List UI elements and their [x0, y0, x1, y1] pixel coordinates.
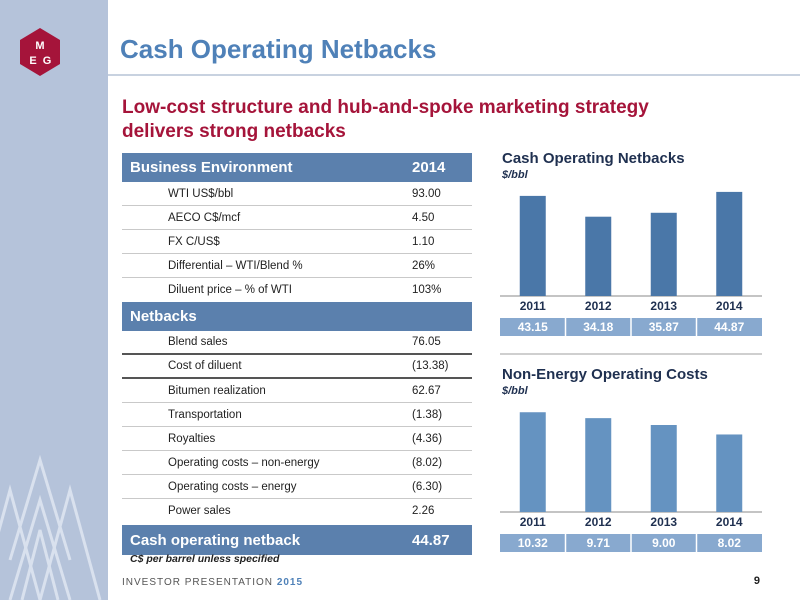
netbacks-header: Netbacks: [122, 302, 472, 331]
x-tick-label: 2012: [585, 299, 612, 313]
row-label: FX C/US$: [168, 235, 220, 248]
table-row: Differential – WTI/Blend % 26%: [122, 254, 472, 278]
row-label: Cost of diluent: [168, 360, 242, 372]
data-label: 9.71: [587, 536, 611, 550]
data-label: 10.32: [518, 536, 548, 550]
svg-text:M: M: [35, 40, 44, 52]
x-tick-label: 2011: [520, 299, 546, 313]
bar-2013: [650, 425, 677, 512]
row-label: Differential – WTI/Blend %: [168, 259, 303, 272]
table-row: FX C/US$ 1.10: [122, 230, 472, 254]
chart-unit: $/bbl: [502, 385, 528, 397]
table-row: Diluent price – % of WTI 103%: [122, 278, 472, 302]
data-label: 35.87: [649, 320, 679, 334]
bar-2013: [650, 212, 677, 296]
bar-2014: [716, 434, 743, 512]
bar-2014: [716, 191, 743, 296]
sidebar-band: [0, 0, 108, 600]
x-tick-label: 2011: [520, 515, 546, 529]
table-row: Bitumen realization 62.67: [122, 379, 472, 403]
total-row: Cash operating netback 44.87: [122, 525, 472, 555]
non-energy-costs-chart: 2011 10.32 2012 9.71 2013 9.00 2014 8.02: [500, 412, 762, 552]
x-tick-label: 2013: [650, 515, 677, 529]
page-number: 9: [753, 575, 760, 587]
bar-2011: [519, 412, 546, 512]
x-tick-label: 2014: [716, 515, 743, 529]
chart-title: Non-Energy Operating Costs: [502, 366, 708, 383]
svg-text:E: E: [29, 55, 36, 67]
row-label: AECO C$/mcf: [168, 211, 241, 224]
data-label: 44.87: [714, 320, 744, 334]
table-row: Power sales 2.26: [122, 499, 472, 523]
footer-year: 2015: [276, 577, 304, 588]
svg-text:G: G: [43, 55, 52, 67]
chart-title: Cash Operating Netbacks: [502, 150, 685, 167]
table-row: Transportation (1.38): [122, 403, 472, 427]
row-value: 62.67: [412, 384, 441, 397]
footer-text: INVESTOR PRESENTATION: [122, 577, 274, 588]
chart-unit: $/bbl: [502, 169, 528, 181]
section-title: Business Environment: [130, 159, 293, 176]
footer-label: INVESTOR PRESENTATION 2015: [122, 577, 303, 588]
row-label: Diluent price – % of WTI: [168, 284, 292, 296]
subtitle-line-2: delivers strong netbacks: [122, 121, 346, 142]
row-label: Royalties: [168, 432, 216, 445]
title-divider: [108, 74, 800, 76]
row-value: (13.38): [412, 360, 449, 372]
row-value: (1.38): [412, 408, 443, 421]
table-footnote: C$ per barrel unless specified: [130, 553, 280, 565]
row-value: (4.36): [412, 432, 443, 445]
row-label: Operating costs – energy: [168, 480, 297, 493]
x-tick-label: 2012: [585, 515, 612, 529]
row-value: (6.30): [412, 480, 443, 493]
table-row: Cost of diluent (13.38): [122, 355, 472, 379]
row-label: Operating costs – non-energy: [168, 456, 320, 469]
total-value: 44.87: [412, 531, 450, 549]
page-subtitle: Low-cost structure and hub-and-spoke mar…: [122, 96, 682, 144]
bar-2011: [519, 195, 546, 296]
row-value: 93.00: [412, 187, 441, 200]
bar-2012: [585, 418, 612, 512]
row-label: Transportation: [168, 408, 242, 421]
chart-divider: [500, 353, 762, 355]
netback-table: Business Environment 2014 WTI US$/bbl 93…: [122, 153, 472, 555]
row-value: 2.26: [412, 505, 435, 517]
row-value: (8.02): [412, 456, 443, 469]
row-label: WTI US$/bbl: [168, 187, 234, 200]
row-label: Power sales: [168, 505, 231, 517]
row-label: Bitumen realization: [168, 384, 266, 397]
chevron-pattern-icon: [0, 454, 102, 600]
row-label: Blend sales: [168, 336, 228, 348]
total-label: Cash operating netback: [130, 531, 301, 549]
page-title: Cash Operating Netbacks: [120, 34, 437, 64]
year-column-header: 2014: [412, 159, 446, 176]
data-label: 43.15: [518, 320, 548, 334]
table-row: WTI US$/bbl 93.00: [122, 182, 472, 206]
row-value: 1.10: [412, 235, 435, 248]
subtitle-line-1: Low-cost structure and hub-and-spoke mar…: [122, 97, 649, 118]
table-row: Blend sales 76.05: [122, 331, 472, 355]
row-value: 4.50: [412, 211, 435, 224]
x-tick-label: 2013: [650, 299, 677, 313]
data-label: 8.02: [718, 536, 742, 550]
row-value: 76.05: [412, 336, 441, 348]
row-value: 26%: [412, 259, 436, 272]
section-title: Netbacks: [130, 308, 197, 325]
table-row: AECO C$/mcf 4.50: [122, 206, 472, 230]
cash-netbacks-chart: 2011 43.15 2012 34.18 2013 35.87 2014 44.87: [500, 191, 762, 336]
table-row: Operating costs – non-energy (8.02): [122, 451, 472, 475]
meg-logo-icon: M E G: [20, 28, 60, 76]
row-value: 103%: [412, 284, 442, 296]
table-row: Operating costs – energy (6.30): [122, 475, 472, 499]
business-environment-header: Business Environment 2014: [122, 153, 472, 182]
table-row: Royalties (4.36): [122, 427, 472, 451]
bar-2012: [585, 216, 612, 296]
data-label: 34.18: [583, 320, 613, 334]
data-label: 9.00: [652, 536, 676, 550]
x-tick-label: 2014: [716, 299, 743, 313]
